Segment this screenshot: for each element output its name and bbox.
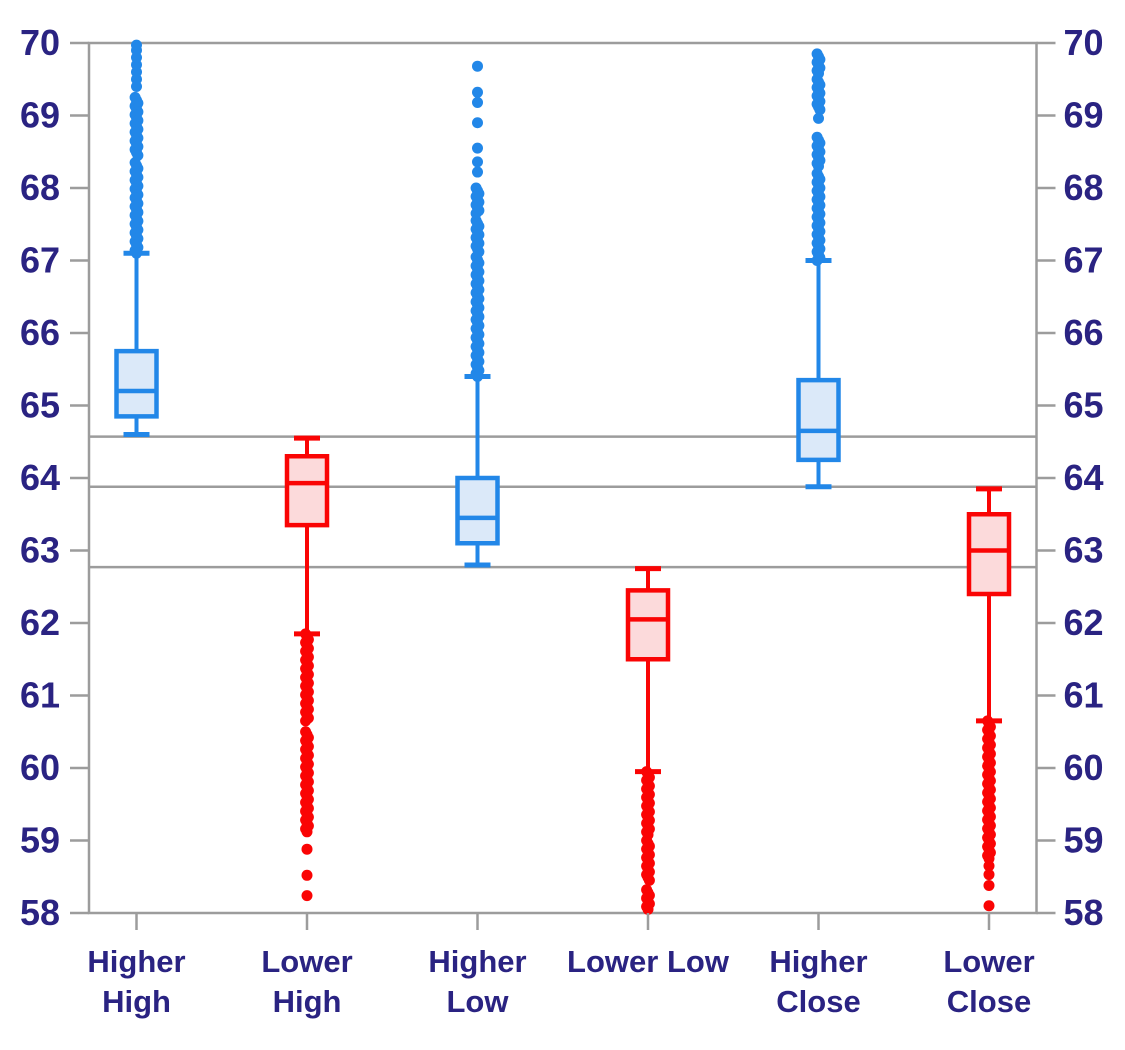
- outlier-dot: [470, 207, 482, 219]
- x-category-label: Lower Low: [567, 944, 730, 979]
- y-tick-label-left: 63: [20, 530, 60, 571]
- box-lower-close: [966, 486, 1012, 912]
- outlier-dot: [813, 112, 824, 124]
- y-tick-label-left: 58: [20, 892, 60, 933]
- y-tick-label-left: 62: [20, 602, 60, 643]
- y-tick-label-right: 69: [1064, 95, 1104, 136]
- outlier-dot: [472, 156, 483, 168]
- outlier-dot: [811, 255, 823, 266]
- y-tick-label-right: 59: [1064, 820, 1104, 861]
- y-tick-label-right: 61: [1064, 675, 1104, 716]
- y-tick-label-left: 60: [20, 747, 60, 788]
- outlier-dot: [472, 96, 483, 108]
- x-category-label: Lower High: [261, 944, 352, 1019]
- outlier-dot: [643, 874, 655, 886]
- outlier-dot: [301, 843, 313, 855]
- outlier-dot: [131, 247, 142, 259]
- y-tick-label-left: 67: [20, 240, 60, 281]
- outlier-dot: [301, 826, 313, 838]
- y-tick-label-right: 63: [1064, 530, 1104, 571]
- outlier-dot: [814, 104, 826, 116]
- y-tick-label-left: 68: [20, 167, 60, 208]
- y-tick-label-right: 65: [1064, 385, 1104, 426]
- box-higher-high: [114, 39, 159, 437]
- box-lower-low: [625, 566, 671, 915]
- outlier-dot: [132, 149, 144, 161]
- outlier-dot: [473, 246, 485, 258]
- box-rect: [966, 512, 1012, 597]
- outlier-dot: [472, 86, 483, 98]
- outlier-dot: [300, 715, 312, 727]
- box-rect: [455, 475, 500, 546]
- x-category-label: Higher High: [87, 944, 185, 1019]
- outlier-dot: [472, 166, 483, 178]
- y-tick-label-right: 64: [1064, 457, 1104, 498]
- box-higher-close: [796, 48, 841, 490]
- outlier-dot: [983, 900, 995, 912]
- outlier-dot: [983, 879, 995, 891]
- box-rect: [114, 348, 159, 419]
- outlier-dot: [983, 860, 995, 872]
- outlier-dot: [642, 903, 654, 915]
- y-tick-label-left: 65: [20, 385, 60, 426]
- outlier-dot: [813, 160, 824, 172]
- box-rect: [796, 377, 841, 463]
- y-tick-label-right: 68: [1064, 167, 1104, 208]
- y-tick-label-right: 67: [1064, 240, 1104, 281]
- outlier-dot: [301, 869, 313, 881]
- y-tick-label-left: 64: [20, 457, 60, 498]
- outlier-dot: [301, 890, 313, 902]
- plot-border: [87, 41, 1038, 915]
- outlier-dot: [983, 869, 995, 881]
- box-lower-high: [284, 435, 330, 902]
- outlier-dot: [813, 67, 824, 79]
- y-tick-label-left: 70: [20, 22, 60, 63]
- y-tick-label-right: 60: [1064, 747, 1104, 788]
- y-tick-label-left: 59: [20, 820, 60, 861]
- outlier-dot: [472, 117, 483, 129]
- outlier-dot: [472, 60, 483, 72]
- y-tick-label-left: 61: [20, 675, 60, 716]
- y-tick-label-right: 66: [1064, 312, 1104, 353]
- y-tick-label-left: 66: [20, 312, 60, 353]
- outlier-dot: [472, 371, 483, 382]
- y-tick-label-left: 69: [20, 95, 60, 136]
- x-category-label: Higher Close: [769, 944, 867, 1019]
- y-tick-label-right: 70: [1064, 22, 1104, 63]
- outlier-dot: [472, 142, 483, 154]
- x-category-label: Lower Close: [943, 944, 1034, 1019]
- x-category-label: Higher Low: [428, 944, 526, 1019]
- box-rect: [284, 454, 330, 528]
- box-rect: [625, 588, 671, 662]
- y-tick-label-right: 58: [1064, 892, 1104, 933]
- box-higher-low: [455, 60, 500, 568]
- outlier-dot: [131, 39, 142, 51]
- y-tick-label-right: 62: [1064, 602, 1104, 643]
